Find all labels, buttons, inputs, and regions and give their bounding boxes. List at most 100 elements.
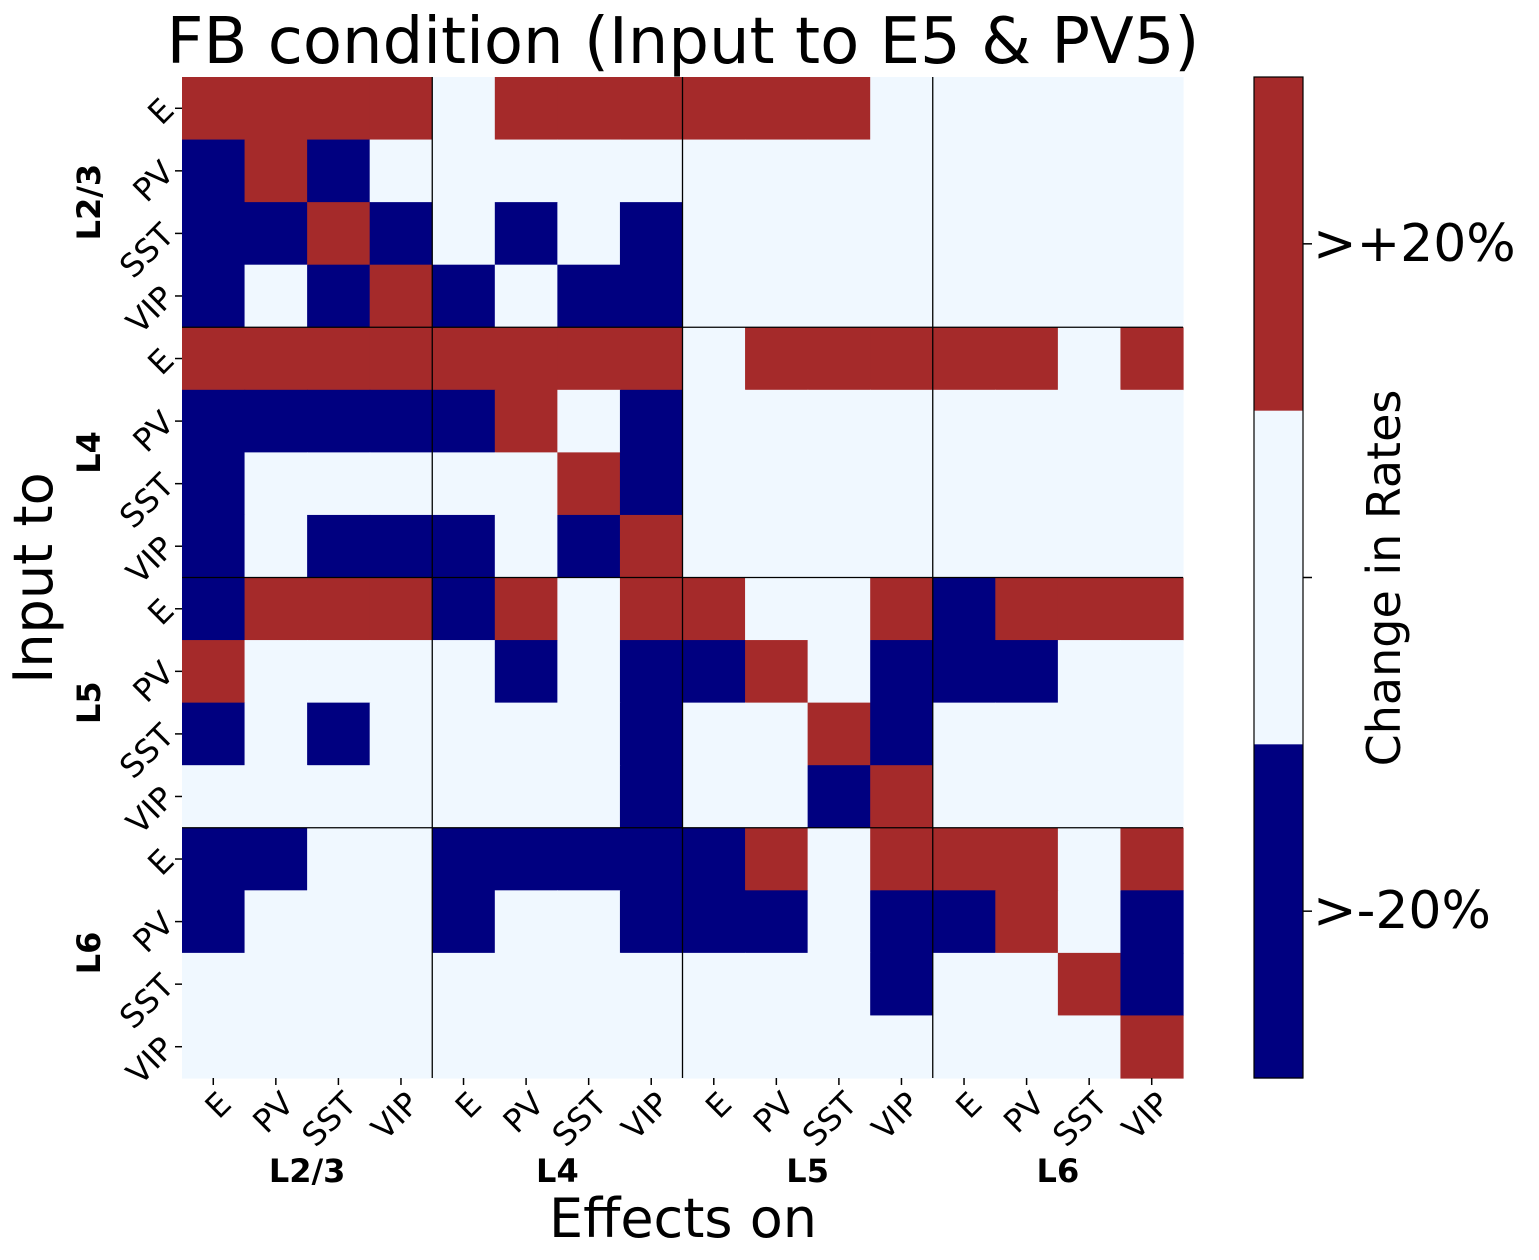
heatmap-cell-r0-c0 (182, 77, 246, 141)
heatmap-cell-r5-c1 (244, 389, 308, 453)
x-group-label: L2/3 (269, 1152, 346, 1190)
heatmap-cell-r3-c9 (745, 264, 809, 328)
heatmap-cell-r6-c15 (1120, 452, 1184, 516)
heatmap-cell-r15-c4 (432, 1015, 496, 1079)
y-tick-label: VIP (119, 1029, 182, 1092)
y-tick-label: PV (125, 153, 181, 209)
x-tick-label: SST (795, 1084, 865, 1154)
heatmap-cell-r15-c1 (244, 1015, 308, 1079)
heatmap-cell-r5-c7 (619, 389, 684, 453)
heatmap-cell-r4-c4 (432, 327, 496, 391)
heatmap-cell-r8-c9 (745, 577, 809, 641)
heatmap-cell-r15-c5 (494, 1015, 558, 1079)
heatmap-cell-r10-c11 (870, 702, 934, 766)
x-tick-label: E (698, 1085, 739, 1126)
heatmap-cell-r15-c13 (995, 1015, 1059, 1079)
y-tick-label: VIP (119, 529, 182, 592)
heatmap-cell-r13-c15 (1120, 890, 1184, 954)
heatmap-cell-r15-c2 (307, 1015, 371, 1079)
heatmap-cell-r6-c4 (432, 452, 496, 516)
heatmap-cell-r15-c7 (619, 1015, 684, 1079)
heatmap-cell-r1-c3 (369, 139, 433, 203)
heatmap-cell-r9-c10 (807, 640, 871, 704)
heatmap-cell-r0-c13 (995, 77, 1059, 141)
y-tick-label: PV (125, 404, 181, 460)
heatmap-cell-r14-c7 (619, 952, 684, 1017)
y-tick-label: VIP (119, 279, 182, 342)
heatmap-cell-r14-c5 (494, 952, 558, 1017)
y-group-label: L5 (70, 681, 108, 724)
heatmap-cell-r10-c12 (932, 702, 996, 766)
y-tick-label: E (140, 842, 181, 883)
heatmap-cell-r13-c7 (619, 890, 684, 954)
heatmap-cell-r14-c1 (244, 952, 308, 1017)
heatmap-cell-r14-c13 (995, 952, 1059, 1017)
heatmap-cell-r1-c2 (307, 139, 371, 203)
heatmap-cell-r6-c14 (1057, 452, 1122, 516)
heatmap-cell-r2-c15 (1120, 202, 1184, 266)
heatmap-cell-r7-c3 (369, 514, 433, 579)
heatmap-cell-r4-c1 (244, 327, 308, 391)
heatmap-cell-r8-c12 (932, 577, 996, 641)
heatmap-cell-r2-c6 (557, 202, 621, 266)
heatmap-cell-r12-c4 (432, 827, 496, 891)
heatmap-cell-r10-c7 (619, 702, 684, 766)
x-group-labels: L2/3 L4 L5 L6 (269, 1152, 1079, 1190)
heatmap-cell-r11-c14 (1057, 765, 1122, 829)
heatmap-cell-r4-c0 (182, 327, 246, 391)
y-tick-label: SST (112, 466, 182, 536)
heatmap-cell-r2-c10 (807, 202, 871, 266)
heatmap-cell-r5-c5 (494, 389, 558, 453)
heatmap-cell-r6-c6 (557, 452, 621, 516)
heatmap-cell-r4-c5 (494, 327, 558, 391)
heatmap-cell-r14-c10 (807, 952, 871, 1017)
heatmap-cell-r14-c9 (745, 952, 809, 1017)
y-tick-label: E (140, 591, 181, 632)
heatmap-cell-r12-c14 (1057, 827, 1122, 891)
heatmap-cell-r1-c6 (557, 139, 621, 203)
heatmap-cell-r9-c15 (1120, 640, 1184, 704)
heatmap-cell-r7-c8 (682, 514, 746, 579)
x-tick-label: E (198, 1085, 239, 1126)
heatmap-cell-r0-c8 (682, 77, 746, 141)
heatmap-cell-r14-c11 (870, 952, 934, 1017)
y-group-label: L4 (70, 431, 108, 474)
heatmap-cell-r10-c15 (1120, 702, 1184, 766)
heatmap-cell-r12-c7 (619, 827, 684, 891)
heatmap-cell-r8-c14 (1057, 577, 1122, 641)
colorbar-segment (1254, 77, 1303, 412)
heatmap-cell-r1-c0 (182, 139, 246, 203)
heatmap-cell-r12-c2 (307, 827, 371, 891)
heatmap-cell-r7-c13 (995, 514, 1059, 579)
heatmap-cell-r9-c11 (870, 640, 934, 704)
heatmap-cell-r1-c4 (432, 139, 496, 203)
heatmap-cell-r0-c10 (807, 77, 871, 141)
heatmap-cell-r10-c4 (432, 702, 496, 766)
heatmap-cell-r7-c9 (745, 514, 809, 579)
heatmap-cell-r0-c14 (1057, 77, 1122, 141)
heatmap-cell-r7-c12 (932, 514, 996, 579)
colorbar: >+20% >-20% (1253, 76, 1516, 1079)
heatmap-cell-r12-c12 (932, 827, 996, 891)
heatmap-cell-r10-c2 (307, 702, 371, 766)
heatmap-cell-r4-c10 (807, 327, 871, 391)
heatmap-cell-r4-c8 (682, 327, 746, 391)
heatmap-cell-r11-c3 (369, 765, 433, 829)
heatmap-cell-r1-c11 (870, 139, 934, 203)
y-tick-label: SST (112, 716, 182, 786)
heatmap-cell-r13-c10 (807, 890, 871, 954)
heatmap-cell-r15-c6 (557, 1015, 621, 1079)
heatmap-cell-r5-c11 (870, 389, 934, 453)
heatmap-cell-r11-c1 (244, 765, 308, 829)
heatmap-cell-r10-c14 (1057, 702, 1122, 766)
heatmap-cell-r13-c11 (870, 890, 934, 954)
heatmap-cell-r10-c13 (995, 702, 1059, 766)
heatmap-cell-r13-c12 (932, 890, 996, 954)
heatmap-cell-r14-c8 (682, 952, 746, 1017)
heatmap-cell-r8-c15 (1120, 577, 1184, 641)
colorbar-segment (1254, 744, 1303, 1079)
heatmap-cell-r8-c8 (682, 577, 746, 641)
heatmap-cell-r14-c4 (432, 952, 496, 1017)
x-tick-label: VIP (614, 1085, 677, 1148)
heatmap-cell-r5-c6 (557, 389, 621, 453)
